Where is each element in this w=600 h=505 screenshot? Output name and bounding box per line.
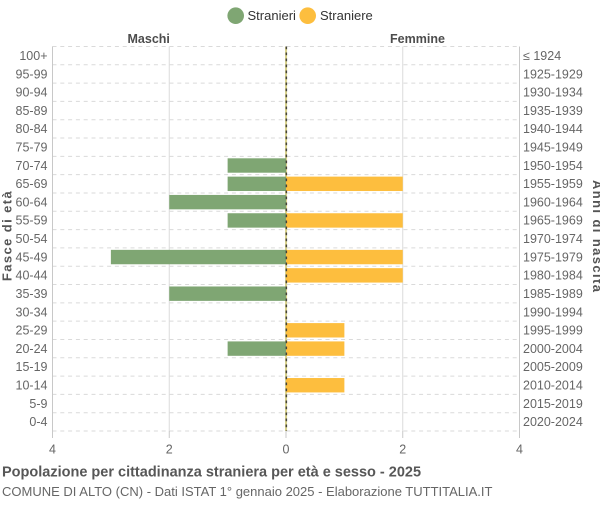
svg-text:1935-1939: 1935-1939 bbox=[523, 104, 583, 118]
svg-text:1995-1999: 1995-1999 bbox=[523, 324, 583, 338]
svg-text:95-99: 95-99 bbox=[16, 67, 48, 81]
svg-text:35-39: 35-39 bbox=[16, 287, 48, 301]
svg-text:75-79: 75-79 bbox=[16, 141, 48, 155]
svg-text:Anni di nascita: Anni di nascita bbox=[590, 180, 600, 293]
svg-text:10-14: 10-14 bbox=[16, 379, 48, 393]
svg-text:60-64: 60-64 bbox=[16, 195, 48, 209]
svg-text:2: 2 bbox=[166, 443, 173, 457]
svg-text:15-19: 15-19 bbox=[16, 360, 48, 374]
svg-text:50-54: 50-54 bbox=[16, 232, 48, 246]
svg-text:2: 2 bbox=[399, 443, 406, 457]
svg-text:COMUNE DI ALTO (CN) - Dati IST: COMUNE DI ALTO (CN) - Dati ISTAT 1° genn… bbox=[2, 484, 493, 499]
svg-text:100+: 100+ bbox=[19, 49, 47, 63]
svg-text:45-49: 45-49 bbox=[16, 250, 48, 264]
svg-text:Popolazione per cittadinanza s: Popolazione per cittadinanza straniera p… bbox=[2, 465, 421, 481]
svg-text:90-94: 90-94 bbox=[16, 86, 48, 100]
svg-text:70-74: 70-74 bbox=[16, 159, 48, 173]
svg-text:1960-1964: 1960-1964 bbox=[523, 195, 583, 209]
svg-text:1945-1949: 1945-1949 bbox=[523, 141, 583, 155]
svg-text:1925-1929: 1925-1929 bbox=[523, 67, 583, 81]
svg-text:1965-1969: 1965-1969 bbox=[523, 214, 583, 228]
svg-text:1930-1934: 1930-1934 bbox=[523, 86, 583, 100]
svg-text:40-44: 40-44 bbox=[16, 269, 48, 283]
svg-text:5-9: 5-9 bbox=[29, 397, 47, 411]
svg-text:Stranieri: Stranieri bbox=[248, 8, 297, 23]
svg-text:1975-1979: 1975-1979 bbox=[523, 250, 583, 264]
svg-text:2010-2014: 2010-2014 bbox=[523, 379, 583, 393]
svg-text:65-69: 65-69 bbox=[16, 177, 48, 191]
svg-text:4: 4 bbox=[49, 443, 56, 457]
svg-text:1940-1944: 1940-1944 bbox=[523, 122, 583, 136]
svg-text:25-29: 25-29 bbox=[16, 324, 48, 338]
svg-text:80-84: 80-84 bbox=[16, 122, 48, 136]
svg-text:1970-1974: 1970-1974 bbox=[523, 232, 583, 246]
svg-text:Fasce di età: Fasce di età bbox=[0, 190, 15, 281]
svg-text:30-34: 30-34 bbox=[16, 305, 48, 319]
svg-text:1990-1994: 1990-1994 bbox=[523, 305, 583, 319]
svg-text:1980-1984: 1980-1984 bbox=[523, 269, 583, 283]
svg-text:0-4: 0-4 bbox=[29, 415, 47, 429]
svg-text:1950-1954: 1950-1954 bbox=[523, 159, 583, 173]
svg-text:4: 4 bbox=[516, 443, 523, 457]
svg-text:1985-1989: 1985-1989 bbox=[523, 287, 583, 301]
svg-text:Straniere: Straniere bbox=[320, 8, 373, 23]
svg-text:≤ 1924: ≤ 1924 bbox=[523, 49, 561, 63]
svg-text:Maschi: Maschi bbox=[128, 32, 170, 46]
svg-text:1955-1959: 1955-1959 bbox=[523, 177, 583, 191]
svg-text:2020-2024: 2020-2024 bbox=[523, 415, 583, 429]
svg-text:2005-2009: 2005-2009 bbox=[523, 360, 583, 374]
svg-text:Femmine: Femmine bbox=[390, 32, 445, 46]
svg-text:55-59: 55-59 bbox=[16, 214, 48, 228]
svg-text:2015-2019: 2015-2019 bbox=[523, 397, 583, 411]
svg-text:20-24: 20-24 bbox=[16, 342, 48, 356]
svg-text:2000-2004: 2000-2004 bbox=[523, 342, 583, 356]
svg-text:85-89: 85-89 bbox=[16, 104, 48, 118]
svg-text:0: 0 bbox=[283, 443, 290, 457]
